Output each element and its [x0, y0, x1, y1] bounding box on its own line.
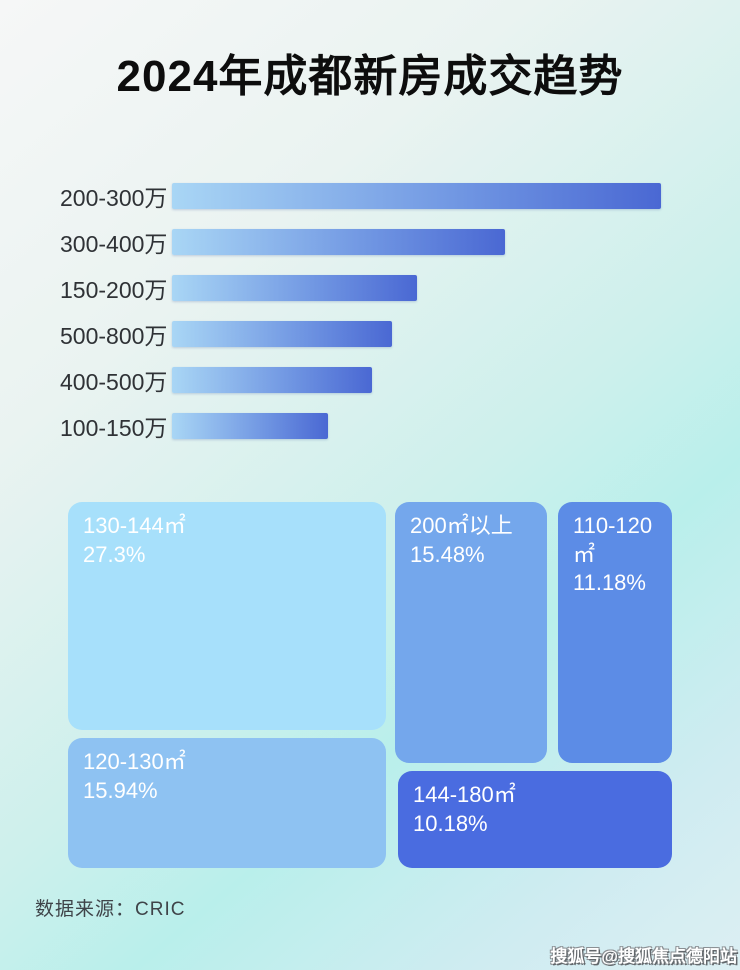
bar: [172, 183, 661, 209]
bar-row: 100-150万: [0, 413, 740, 441]
treemap-tile-200-plus: 200㎡以上 15.48%: [395, 502, 547, 763]
treemap-tile-144-180: 144-180㎡ 10.18%: [398, 771, 672, 868]
price-band-bar-chart: 200-300万 300-400万 150-200万 500-800万 400-…: [0, 183, 740, 459]
treemap-tile-110-120: 110-120㎡ 11.18%: [558, 502, 672, 763]
tile-percent: 15.48%: [410, 541, 485, 567]
tile-percent: 27.3%: [83, 541, 146, 567]
bar-category-label: 200-300万: [60, 185, 168, 211]
bar-category-label: 500-800万: [60, 323, 168, 349]
tile-label: 200㎡以上: [410, 513, 513, 538]
page-title: 2024年成都新房成交趋势: [116, 52, 624, 101]
bar: [172, 321, 393, 347]
bar: [172, 229, 505, 255]
tile-label: 110-120㎡: [573, 513, 653, 567]
tile-label: 130-144㎡: [83, 513, 186, 538]
bar: [172, 275, 417, 301]
tile-percent: 15.94%: [83, 777, 158, 803]
treemap-tile-120-130: 120-130㎡ 15.94%: [68, 738, 386, 868]
bar-category-label: 300-400万: [60, 231, 168, 257]
treemap-tile-130-144: 130-144㎡ 27.3%: [68, 502, 386, 730]
bar-row: 150-200万: [0, 275, 740, 303]
tile-label: 120-130㎡: [83, 749, 186, 774]
tile-label: 144-180㎡: [413, 782, 516, 807]
bar-row: 300-400万: [0, 229, 740, 257]
bar-category-label: 400-500万: [60, 369, 168, 395]
bar-category-label: 100-150万: [60, 415, 168, 441]
tile-percent: 10.18%: [413, 810, 488, 836]
bar-category-label: 150-200万: [60, 277, 168, 303]
bar-row: 400-500万: [0, 367, 740, 395]
area-share-treemap: 130-144㎡ 27.3% 120-130㎡ 15.94% 200㎡以上 15…: [68, 502, 672, 868]
bar: [172, 413, 329, 439]
data-source: 数据来源：CRIC: [35, 899, 186, 920]
watermark: 搜狐号@搜狐焦点德阳站: [550, 947, 737, 966]
tile-percent: 11.18%: [573, 570, 646, 596]
bar: [172, 367, 373, 393]
bar-row: 200-300万: [0, 183, 740, 211]
bar-row: 500-800万: [0, 321, 740, 349]
